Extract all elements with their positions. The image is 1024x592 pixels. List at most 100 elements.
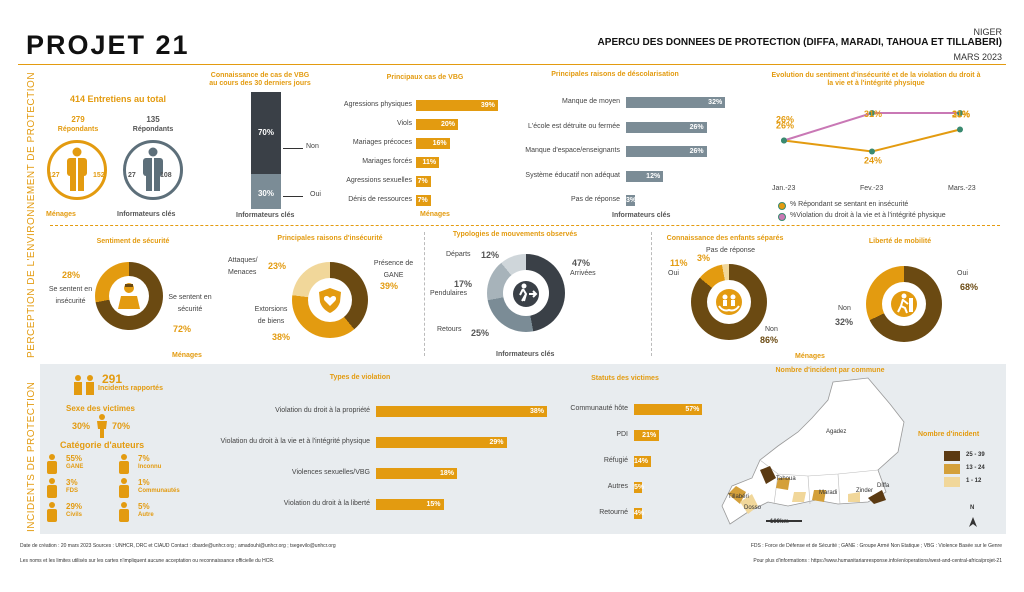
school-reason-bar: 26% bbox=[626, 146, 707, 157]
header-divider bbox=[18, 64, 1006, 65]
author-group-icon bbox=[44, 478, 60, 503]
security-secure-label: Se sentent en sécurité bbox=[168, 294, 212, 313]
ki-person-icon bbox=[139, 147, 167, 198]
menages-label: Répondants bbox=[57, 126, 99, 133]
map-region-label: Tillabéri bbox=[728, 494, 749, 500]
knowledge-vbg-non-leader bbox=[283, 148, 303, 149]
map-scale: 100km bbox=[770, 519, 789, 525]
vbg-case-bar: 7% bbox=[416, 176, 431, 187]
victims-title: Statuts des victimes bbox=[591, 375, 659, 382]
violation-bar: 29% bbox=[376, 437, 507, 448]
vbg-case-label: Viols bbox=[396, 120, 412, 127]
side-title-incidents: INCIDENTS DE PROTECTION bbox=[26, 381, 37, 532]
violation-bar: 38% bbox=[376, 406, 547, 417]
security-insecure-pct: 28% bbox=[62, 270, 81, 280]
children-hands-icon bbox=[715, 288, 743, 321]
knowledge-vbg-oui-pct: 30% bbox=[257, 189, 274, 198]
knowledge-vbg-oui-leader bbox=[283, 196, 303, 197]
map-region-label: Maradi bbox=[819, 490, 838, 496]
x-tick-label: Jan.-23 bbox=[772, 185, 795, 192]
security-secure-pct: 72% bbox=[173, 324, 192, 334]
author-pct: 7% bbox=[138, 454, 150, 463]
menages-male: 152 bbox=[93, 172, 105, 179]
vbg-case-bar: 20% bbox=[416, 119, 458, 130]
page-title: APERCU DES DONNEES DE PROTECTION (DIFFA,… bbox=[597, 37, 1002, 48]
mobility-oui-label: Oui bbox=[957, 270, 968, 277]
map-legend-label: 13 - 24 bbox=[966, 465, 985, 471]
logo: PROJET 21 bbox=[26, 30, 190, 60]
footer-abbreviations: FDS : Force de Défense et de Sécurité ; … bbox=[750, 543, 1002, 549]
movements-departs-label: Départs bbox=[446, 251, 471, 258]
insecurity-title: Principales raisons d'insécurité bbox=[277, 235, 383, 242]
series-point bbox=[869, 148, 875, 155]
school-title: Principales raisons de déscolarisation bbox=[551, 71, 679, 78]
movements-arrivees-pct: 47% bbox=[572, 258, 591, 268]
series-point bbox=[869, 110, 875, 116]
movements-caption: Informateurs clés bbox=[496, 351, 555, 358]
movements-pendulaires-label: Pendulaires bbox=[430, 290, 467, 297]
menages-female: 127 bbox=[48, 172, 60, 179]
violation-label: Violences sexuelles/VBG bbox=[291, 469, 370, 476]
ki-female: 27 bbox=[128, 172, 136, 179]
movements-title: Typologies de mouvements observés bbox=[452, 231, 578, 238]
interviews-total: 414 Entretiens au total bbox=[70, 94, 167, 104]
school-reason-label: L'école est détruite ou fermée bbox=[527, 122, 620, 130]
victim-status-label: Retourné bbox=[599, 509, 628, 516]
knowledge-vbg-non-label: Non bbox=[306, 143, 319, 150]
author-label: GANE bbox=[66, 464, 84, 470]
footer-more-info[interactable]: Pour plus d'informations : https://www.h… bbox=[753, 558, 1002, 564]
security-caption: Ménages bbox=[172, 352, 202, 359]
victim-status-label: Réfugié bbox=[603, 457, 628, 464]
male-pct: 70% bbox=[112, 421, 131, 431]
school-reason-label: Système éducatif non adéquat bbox=[525, 171, 620, 179]
insecurity-gane-label: Présence de GANE bbox=[373, 260, 414, 279]
movements-retours-pct: 25% bbox=[471, 328, 490, 338]
knowledge-vbg-non-bar bbox=[251, 92, 281, 174]
evolution-subtitle: la vie et à l'intégrité physique bbox=[827, 80, 925, 87]
insecurity-extortion-pct: 38% bbox=[272, 332, 291, 342]
children-non-label: Non bbox=[765, 326, 778, 333]
ki-male: 108 bbox=[160, 172, 172, 179]
report-date: MARS 2023 bbox=[953, 52, 1002, 62]
footer-disclaimer: Les noms et les limites utilisés sur les… bbox=[20, 558, 275, 564]
knowledge-vbg-non-pct: 70% bbox=[257, 128, 274, 137]
series-point bbox=[781, 137, 787, 144]
knowledge-vbg-subtitle: au cours des 30 derniers jours bbox=[209, 80, 311, 87]
walking-person-icon bbox=[890, 290, 918, 323]
sex-title: Sexe des victimes bbox=[66, 404, 135, 413]
author-pct: 1% bbox=[138, 478, 150, 487]
victim-status-label: Autres bbox=[607, 483, 628, 490]
female-male-icon bbox=[95, 414, 109, 443]
author-pct: 29% bbox=[66, 502, 83, 511]
security-icon bbox=[115, 282, 143, 315]
map-legend-label: 1 - 12 bbox=[966, 478, 982, 484]
children-npr-pct: 3% bbox=[697, 253, 711, 263]
map-legend-title: Nombre d'incident bbox=[918, 431, 980, 438]
series-point bbox=[957, 126, 963, 133]
vbg-case-bar: 16% bbox=[416, 138, 450, 149]
menages-circle bbox=[47, 140, 107, 200]
author-pct: 5% bbox=[138, 502, 150, 511]
menages-caption: Ménages bbox=[46, 211, 76, 218]
authors-title: Catégorie d'auteurs bbox=[60, 440, 145, 450]
map-legend-swatch bbox=[944, 477, 960, 487]
ki-caption: Informateurs clés bbox=[117, 211, 176, 218]
violation-label: Violation du droit à la liberté bbox=[283, 500, 370, 507]
x-tick-label: Fev.-23 bbox=[860, 185, 883, 192]
victim-status-bar: 21% bbox=[634, 430, 660, 441]
ki-label: Répondants bbox=[132, 126, 174, 133]
x-tick-label: Mars.-23 bbox=[948, 185, 976, 192]
children-oui-pct: 11% bbox=[670, 258, 688, 268]
vbg-case-bar: 7% bbox=[416, 195, 431, 206]
movements-pendulaires-pct: 17% bbox=[454, 279, 473, 289]
author-person-icon bbox=[116, 478, 132, 503]
children-non-pct: 86% bbox=[760, 335, 779, 345]
map-region-label: Dosso bbox=[744, 505, 762, 511]
map-region-label: Tahoua bbox=[776, 476, 796, 482]
knowledge-vbg-oui-bar bbox=[251, 174, 281, 209]
school-reason-label: Manque de moyen bbox=[562, 98, 620, 105]
knowledge-vbg-oui-label: Oui bbox=[310, 191, 321, 198]
vbg-case-bar: 11% bbox=[416, 157, 440, 168]
vbg-case-label: Dénis de ressources bbox=[348, 196, 412, 203]
